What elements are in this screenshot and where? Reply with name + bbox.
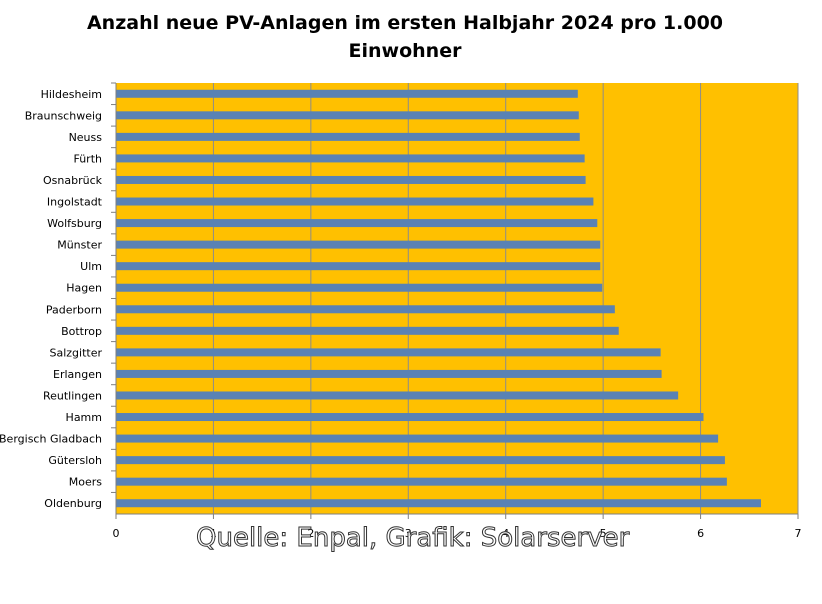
category-label: Neuss [69,131,103,144]
bar-erlangen [116,369,662,378]
bar-münster [116,240,601,249]
category-label: Erlangen [53,368,102,381]
bar-hildesheim [116,89,578,98]
bar-neuss [116,132,580,141]
bar-reutlingen [116,391,679,400]
bar-osnabrück [116,175,586,184]
category-label: Gütersloh [48,454,102,467]
category-label: Osnabrück [43,174,103,187]
bar-fürth [116,154,585,163]
x-tick-labels: 0 1 2 3 4 5 6 7 [113,527,802,540]
bar-salzgitter [116,348,661,357]
axes [115,83,798,515]
category-label: Oldenburg [44,497,102,510]
bar-oldenburg [116,499,761,508]
category-label: Bottrop [61,325,102,338]
category-label: Bergisch Gladbach [0,433,102,446]
category-label: Moers [69,476,103,489]
category-label: Salzgitter [49,346,102,359]
x-tick-label: 7 [795,527,802,540]
bar-wolfsburg [116,219,598,228]
category-label: Wolfsburg [47,217,102,230]
source-credit: Quelle: Enpal, Grafik: Solarserver [195,523,630,554]
x-tick-label: 1 [210,527,217,540]
x-tick-label: 2 [307,527,314,540]
bars [111,82,761,508]
bar-moers [116,477,727,486]
bar-hamm [116,413,704,422]
bar-hagen [116,283,603,292]
x-tick-label: 5 [600,527,607,540]
bar-paderborn [116,305,615,314]
category-label: Hildesheim [41,88,102,101]
category-label: Ingolstadt [47,196,103,209]
category-label: Hamm [66,411,102,424]
bar-ingolstadt [116,197,594,206]
category-label: Münster [57,239,102,252]
category-label: Braunschweig [25,109,102,122]
bar-bergisch-gladbach [116,434,719,443]
category-label: Hagen [66,282,102,295]
category-labels: Hildesheim Braunschweig Neuss Fürth Osnabrüc… [0,88,103,510]
bar-ulm [116,262,601,271]
category-label: Ulm [80,260,102,273]
category-label: Fürth [73,152,102,165]
x-tick-label: 6 [697,527,704,540]
bar-braunschweig [116,111,579,120]
category-label: Paderborn [46,303,102,316]
chart-title-line-2: Einwohner [348,40,462,62]
x-tick-label: 0 [113,527,120,540]
bar-gütersloh [116,456,725,465]
x-tick-label: 4 [502,527,509,540]
x-tick-label: 3 [405,527,412,540]
plot-area [116,83,798,514]
bar-bottrop [116,326,619,335]
chart-title-line-1: Anzahl neue PV-Anlagen im ersten Halbjah… [86,12,724,34]
category-label: Reutlingen [43,389,102,402]
